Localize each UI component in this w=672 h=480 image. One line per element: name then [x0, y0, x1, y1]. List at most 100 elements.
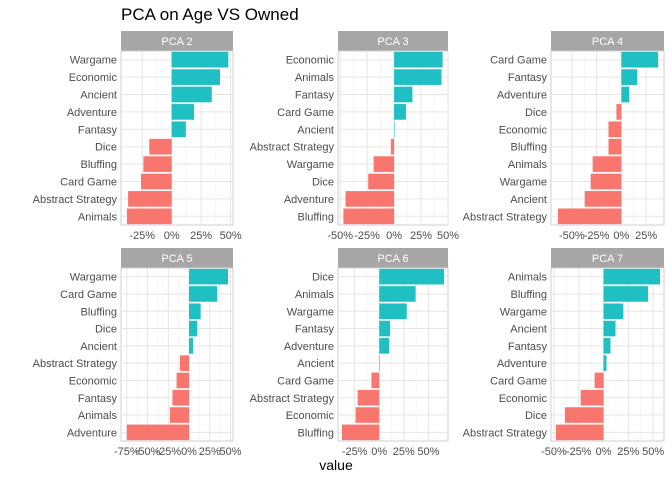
bar	[126, 424, 190, 441]
x-tick-label: 50%	[220, 230, 242, 242]
category-tick-label: Economic	[286, 55, 335, 67]
bar	[379, 338, 390, 354]
x-tick-label: 50%	[417, 446, 439, 458]
category-tick-label: Dice	[525, 410, 547, 422]
category-tick-label: Card Game	[277, 107, 334, 119]
category-tick-label: Wargame	[70, 272, 117, 284]
x-tick-label: -50%	[327, 230, 353, 242]
bar	[603, 338, 611, 354]
category-tick-label: Fantasy	[295, 90, 335, 102]
x-tick-label: -25%	[566, 446, 592, 458]
bar	[172, 389, 190, 406]
x-tick-label: 25%	[410, 230, 432, 242]
bar	[394, 121, 395, 138]
category-tick-label: Wargame	[500, 177, 547, 189]
bar	[603, 320, 616, 337]
category-tick-label: Bluffing	[298, 211, 335, 223]
category-tick-label: Card Game	[490, 375, 547, 387]
facet-strip-label: PCA 5	[161, 253, 192, 265]
x-tick-label: -25%	[155, 446, 181, 458]
x-tick-label: 0%	[613, 230, 629, 242]
bar	[345, 191, 395, 207]
bar	[171, 51, 229, 68]
category-tick-label: Card Game	[277, 375, 334, 387]
bar	[343, 208, 395, 225]
category-tick-label: Animals	[78, 410, 118, 422]
panel-border	[337, 267, 449, 442]
bar	[592, 156, 622, 172]
category-tick-label: Ancient	[80, 341, 117, 353]
facet-panel: PCA 3 Economic Animals Fantasy Card Game Anci…	[250, 31, 459, 242]
bar	[126, 208, 172, 225]
category-tick-label: Adventure	[284, 194, 334, 206]
category-tick-label: Card Game	[490, 55, 547, 67]
x-tick-label: -25%	[342, 446, 368, 458]
chart-title: PCA on Age VS Owned	[121, 5, 299, 24]
bar	[373, 156, 395, 172]
category-tick-label: Bluffing	[298, 427, 335, 439]
category-tick-label: Ancient	[80, 90, 117, 102]
bar	[179, 355, 190, 371]
category-tick-label: Economic	[69, 375, 118, 387]
facet-strip-label: PCA 3	[377, 36, 408, 48]
category-tick-label: Abstract Strategy	[250, 142, 335, 154]
bar	[580, 389, 604, 406]
bar	[379, 320, 391, 337]
category-tick-label: Dice	[312, 177, 334, 189]
panel-border	[120, 50, 234, 226]
category-tick-label: Economic	[499, 393, 548, 405]
bar	[616, 104, 622, 120]
category-tick-label: Fantasy	[78, 393, 118, 405]
bar	[189, 338, 194, 354]
facet-strip	[551, 31, 664, 51]
category-tick-label: Card Game	[60, 289, 117, 301]
facet-strip-label: PCA 7	[592, 253, 623, 265]
facet-panel: PCA 5 Wargame Card Game Bluffing Dice Ancient…	[33, 248, 242, 458]
facet-strip	[338, 31, 448, 51]
category-tick-label: Adventure	[67, 427, 117, 439]
bar	[189, 268, 229, 285]
category-tick-label: Animals	[508, 159, 548, 171]
facet-strip	[551, 248, 664, 268]
bar	[189, 286, 218, 302]
category-tick-label: Fantasy	[508, 72, 548, 84]
facet-panel: PCA 6 Dice Animals Wargame Fantasy Adventure A…	[250, 248, 449, 458]
bar	[394, 86, 413, 103]
bar	[357, 389, 380, 406]
category-tick-label: Animals	[295, 72, 335, 84]
bar	[390, 138, 395, 155]
category-tick-label: Ancient	[297, 358, 334, 370]
x-tick-label: 25%	[190, 230, 212, 242]
x-tick-label: -50%	[541, 446, 567, 458]
x-tick-label: 0%	[386, 230, 402, 242]
category-tick-label: Adventure	[497, 358, 547, 370]
category-tick-label: Dice	[525, 107, 547, 119]
category-tick-label: Bluffing	[511, 289, 548, 301]
category-tick-label: Abstract Strategy	[33, 358, 118, 370]
x-tick-label: -75%	[114, 446, 140, 458]
facet-strip-label: PCA 2	[161, 36, 192, 48]
facet-strip	[121, 31, 233, 51]
category-tick-label: Dice	[95, 324, 117, 336]
category-tick-label: Animals	[78, 211, 118, 223]
category-tick-label: Ancient	[297, 124, 334, 136]
panel-border	[550, 50, 665, 226]
bar	[594, 372, 604, 389]
bar	[141, 173, 172, 190]
bar	[584, 191, 622, 207]
category-tick-label: Animals	[295, 289, 335, 301]
category-tick-label: Bluffing	[81, 306, 118, 318]
category-tick-label: Abstract Strategy	[33, 194, 118, 206]
bar	[621, 51, 659, 68]
x-tick-label: 25%	[635, 230, 657, 242]
category-tick-label: Dice	[95, 142, 117, 154]
bar	[557, 208, 622, 225]
bar	[176, 372, 190, 389]
category-tick-label: Abstract Strategy	[463, 427, 548, 439]
bar	[368, 173, 395, 190]
category-tick-label: Dice	[312, 272, 334, 284]
bar	[171, 104, 195, 120]
facet-strip-label: PCA 6	[377, 253, 408, 265]
bar	[341, 424, 380, 441]
